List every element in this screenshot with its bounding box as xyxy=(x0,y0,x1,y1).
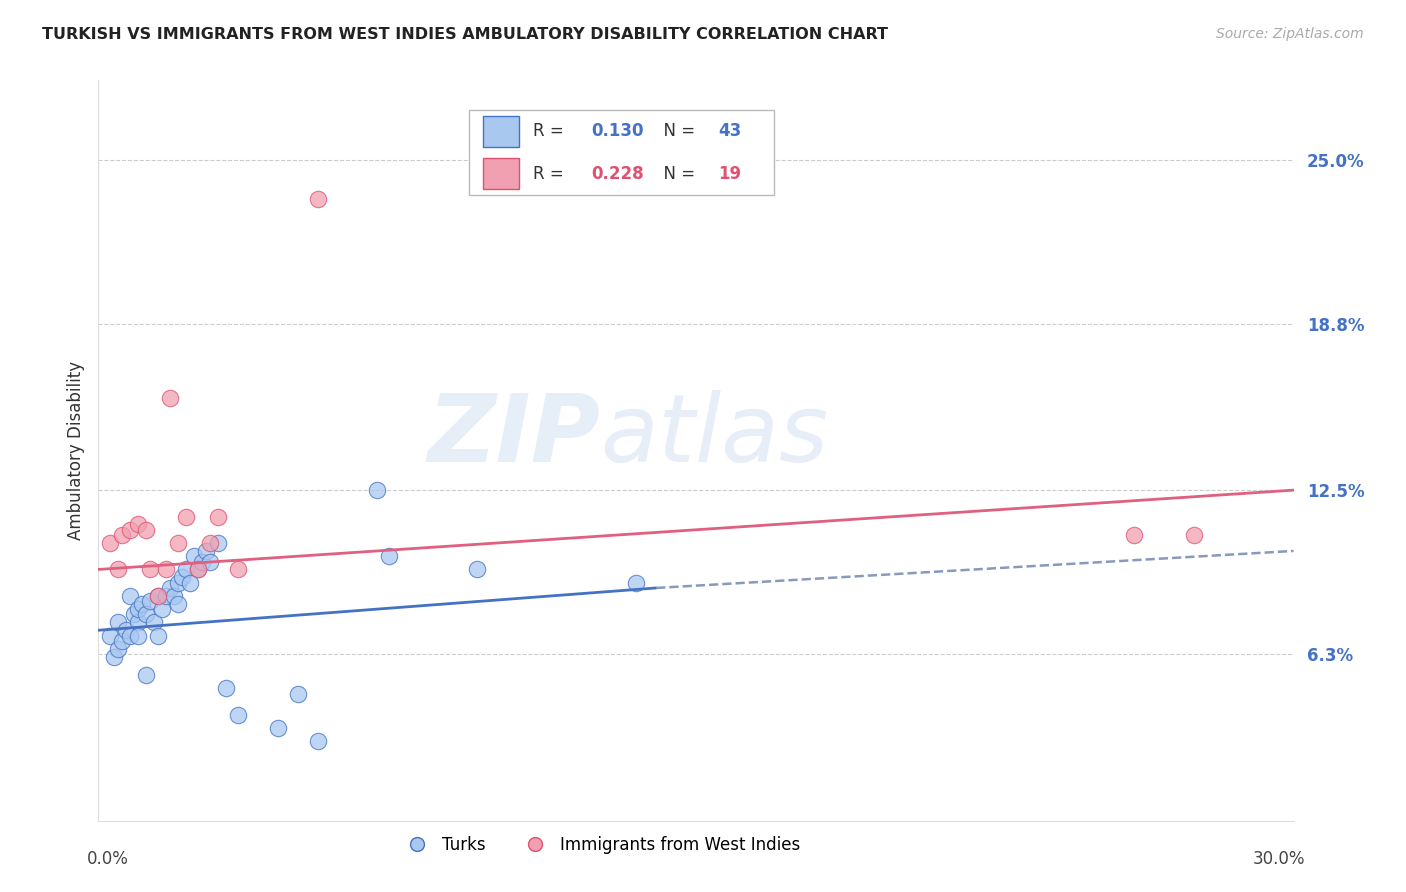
Text: 43: 43 xyxy=(718,122,742,140)
Point xyxy=(150,602,173,616)
Point xyxy=(179,575,201,590)
FancyBboxPatch shape xyxy=(470,110,773,195)
Point xyxy=(378,549,401,564)
Point xyxy=(1182,528,1205,542)
Point xyxy=(139,594,162,608)
Point xyxy=(195,544,218,558)
Point xyxy=(107,615,129,630)
Point xyxy=(163,589,186,603)
Point xyxy=(267,721,290,735)
FancyBboxPatch shape xyxy=(484,158,519,189)
Point xyxy=(198,536,221,550)
Point xyxy=(307,734,329,748)
Point xyxy=(626,575,648,590)
Point xyxy=(124,607,146,622)
Point xyxy=(135,607,157,622)
Point xyxy=(287,687,309,701)
Text: atlas: atlas xyxy=(600,390,828,481)
FancyBboxPatch shape xyxy=(484,116,519,146)
Y-axis label: Ambulatory Disability: Ambulatory Disability xyxy=(66,361,84,540)
Point xyxy=(148,628,170,642)
Point xyxy=(148,589,170,603)
Point xyxy=(167,536,190,550)
Point xyxy=(226,562,249,576)
Point xyxy=(307,192,329,206)
Text: R =: R = xyxy=(533,165,569,183)
Text: Source: ZipAtlas.com: Source: ZipAtlas.com xyxy=(1216,27,1364,41)
Text: 30.0%: 30.0% xyxy=(1253,850,1306,868)
Point xyxy=(155,562,177,576)
Point xyxy=(111,633,134,648)
Point xyxy=(183,549,205,564)
Point xyxy=(187,562,209,576)
Point xyxy=(131,597,153,611)
Text: N =: N = xyxy=(652,122,700,140)
Text: N =: N = xyxy=(652,165,700,183)
Point xyxy=(127,517,149,532)
Point xyxy=(120,589,142,603)
Text: 19: 19 xyxy=(718,165,742,183)
Point xyxy=(167,597,190,611)
Point xyxy=(139,562,162,576)
Point xyxy=(187,562,209,576)
Point xyxy=(174,509,197,524)
Legend: Turks, Immigrants from West Indies: Turks, Immigrants from West Indies xyxy=(394,829,807,861)
Point xyxy=(127,602,149,616)
Point xyxy=(1123,528,1146,542)
Point xyxy=(135,523,157,537)
Point xyxy=(143,615,166,630)
Point xyxy=(120,628,142,642)
Point xyxy=(107,641,129,656)
Point xyxy=(111,528,134,542)
Point xyxy=(167,575,190,590)
Point xyxy=(98,536,122,550)
Text: R =: R = xyxy=(533,122,569,140)
Point xyxy=(127,615,149,630)
Point xyxy=(366,483,388,497)
Point xyxy=(191,554,214,569)
Point xyxy=(159,391,181,405)
Point xyxy=(174,562,197,576)
Point xyxy=(115,624,138,638)
Text: TURKISH VS IMMIGRANTS FROM WEST INDIES AMBULATORY DISABILITY CORRELATION CHART: TURKISH VS IMMIGRANTS FROM WEST INDIES A… xyxy=(42,27,889,42)
Point xyxy=(207,536,229,550)
Point xyxy=(148,589,170,603)
Point xyxy=(103,649,125,664)
Point xyxy=(226,707,249,722)
Point xyxy=(120,523,142,537)
Point xyxy=(127,628,149,642)
Point xyxy=(155,589,177,603)
Point xyxy=(198,554,221,569)
Point xyxy=(215,681,238,696)
Point xyxy=(159,581,181,595)
Point xyxy=(172,570,194,584)
Point xyxy=(207,509,229,524)
Text: 0.130: 0.130 xyxy=(591,122,644,140)
Text: 0.228: 0.228 xyxy=(591,165,644,183)
Text: ZIP: ZIP xyxy=(427,390,600,482)
Text: 0.0%: 0.0% xyxy=(87,850,128,868)
Point xyxy=(465,562,488,576)
Point xyxy=(98,628,122,642)
Point xyxy=(107,562,129,576)
Point xyxy=(135,668,157,682)
